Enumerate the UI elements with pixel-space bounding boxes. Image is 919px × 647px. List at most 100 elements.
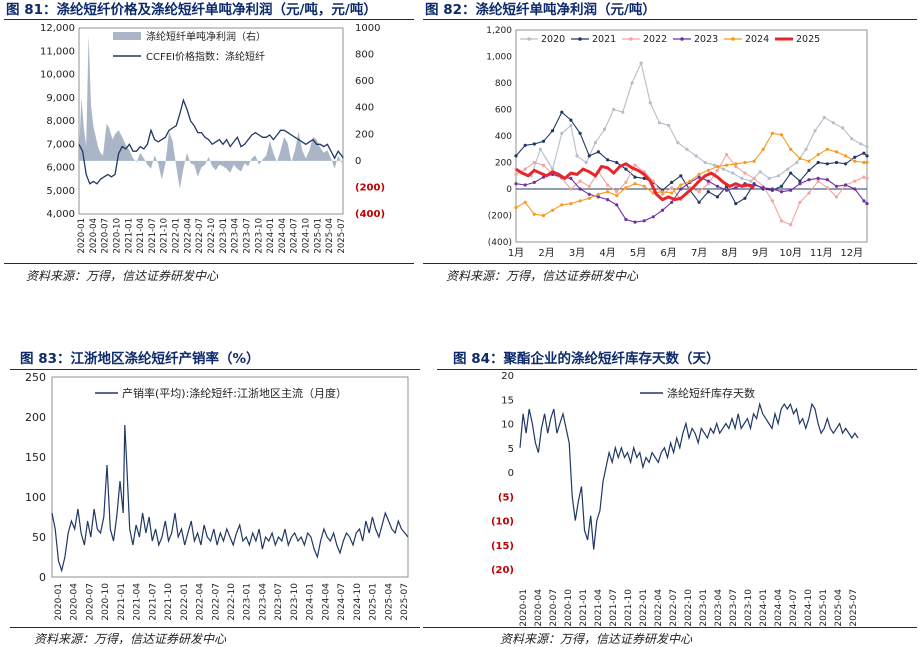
chart81-x-tick: 2021-07 [148,218,158,254]
chart81-x-tick: 2022-10 [207,218,217,254]
chart82-series-2020-point [584,160,588,165]
chart82-legend-2020-label: 2020 [541,34,565,45]
chart82-source: 资料来源：万得，信达证券研发中心 [446,269,639,283]
chart82-series-2024-point [789,147,793,151]
chart82-legend-2025-label: 2025 [796,34,820,45]
chart82-series-2023-point [761,186,765,190]
chart82-series-2020-point [865,145,869,149]
chart81-x-tick: 2021-04 [136,218,146,254]
chart82-series-2021-point [606,158,610,162]
chart82-series-2021-point [541,139,546,143]
chart82-series-2022-point [651,179,655,183]
chart82-series-2020-point [648,101,652,105]
chart82-series-2021-point [532,142,536,146]
chart82-series-2021-point [587,154,591,158]
chart82-series-2023-point [606,198,610,202]
chart81-x-tick: 2024-10 [302,218,312,254]
chart84-y-tick: (5) [498,492,514,503]
chart82-series-2020-point [749,179,753,183]
chart84-source: 资料来源：万得，信达证券研发中心 [500,632,693,646]
chart83-x-tick: 2021-10 [164,583,174,621]
chart83-legend-label: 产销率(平均):涤纶短纤:江浙地区主流（月度） [122,386,347,400]
chart84-x-tick: 2025-04 [834,589,844,627]
chart82-legend-2020-marker [527,37,531,41]
chart82-series-2021-point [578,131,582,135]
chart82-series-2024-point [596,192,600,196]
chart82-series-2023-point [770,187,774,191]
chart82-series-2023-point [715,184,719,188]
chart81-x-tick: 2023-01 [219,218,229,254]
chart82-series-2021-point [834,160,839,165]
chart84-y-tick: (20) [491,565,514,576]
chart84-x-tick: 2023-01 [699,589,709,627]
chart82-series-2021-point [514,154,518,158]
chart82-series-2024-point [743,160,747,165]
chart82-series-2023-point [633,220,637,224]
chart83-x-tick: 2023-07 [274,583,284,621]
chart82-series-2023-line [515,173,868,223]
chart82-series-2022-point [825,186,829,190]
chart84-y-tick: 20 [501,371,514,382]
chart82-frame [515,29,868,243]
chart82-x-tick: 11月 [810,247,833,259]
chart82-series-2024-line [515,132,867,217]
chart82-series-2020-point [841,126,845,130]
chart81-y-left-tick: 10,000 [40,70,75,81]
chart82-series-2020-point [859,142,863,146]
chart82-legend-2022-label: 2022 [643,34,667,45]
chart83-y-tick: 100 [25,491,46,504]
chart83-source: 资料来源：万得，信达证券研发中心 [34,632,227,646]
chart84-bottom-rule [423,627,917,628]
chart82-series-2023-point [514,182,518,186]
chart81-x-tick: 2025-07 [337,218,347,254]
chart82-title: 图 82：涤纶短纤单吨净利润（元/吨） [425,2,656,18]
chart82-series-2021-point [633,175,637,179]
chart82-series-2021-point [844,162,848,166]
chart82-series-2020-point [569,123,573,127]
chart83-x-tick: 2024-01 [306,583,316,621]
chart82-series-2024-point [834,150,839,154]
chart82-series-2021-point [779,184,784,188]
chart82-y-tick: (200) [488,212,512,222]
chart82-series-2024-point [734,162,738,166]
chart82-series-2021-point [734,202,738,206]
chart83-x-tick: 2021-04 [133,583,143,621]
chart83-y-tick: 150 [25,451,46,464]
chart81-y-left-tick: 6,000 [46,163,75,174]
chart82-series-2022-point [779,219,784,223]
chart84-top-rule [437,369,917,370]
chart82-series-2024-point [715,164,719,169]
chart84-y-tick: 0 [508,468,514,479]
chart83-x-tick: 2024-07 [337,583,347,621]
chart83-frame [51,376,409,578]
chart83-x-tick: 2024-04 [321,583,331,621]
chart82-x-tick: 3月 [569,247,585,259]
chart82-series-2021-point [697,200,701,204]
chart82-series-2022-point [734,164,738,169]
chart82-series-2024-point [853,159,857,163]
chart84-y-tick: (10) [491,517,514,528]
chart82-series-2024-point [688,179,692,183]
chart82-series-2020-point [621,110,625,114]
chart81-y-right-tick: 200 [355,129,374,140]
chart82-series-2020-point [822,115,826,120]
chart82-series-2022-point [624,180,628,184]
chart82-series-2024-point [606,190,610,194]
chart81-legend-area-swatch [113,32,141,40]
chart82-series-2024-point [551,208,555,212]
chart81-x-tick: 2025-01 [313,218,323,254]
chart81-series-price-line [78,97,344,185]
chart81-x-tick: 2022-01 [172,218,182,254]
chart81-x-tick: 2023-04 [231,218,241,254]
chart82-legend-2022-marker [629,37,633,41]
chart83-series-line [51,424,409,573]
chart82-y-tick: 600 [495,106,512,116]
chart82-series-2020-point [575,154,579,158]
chart83-y-tick: 250 [25,371,46,384]
chart82-series-2023-point [679,187,683,191]
chart81-x-tick: 2024-07 [290,218,300,254]
chart82-series-2022-point [798,200,802,204]
chart82-y-tick: 200 [495,159,512,169]
chart82-series-2023-point [578,187,582,191]
chart84-y-tick: 10 [501,420,514,431]
